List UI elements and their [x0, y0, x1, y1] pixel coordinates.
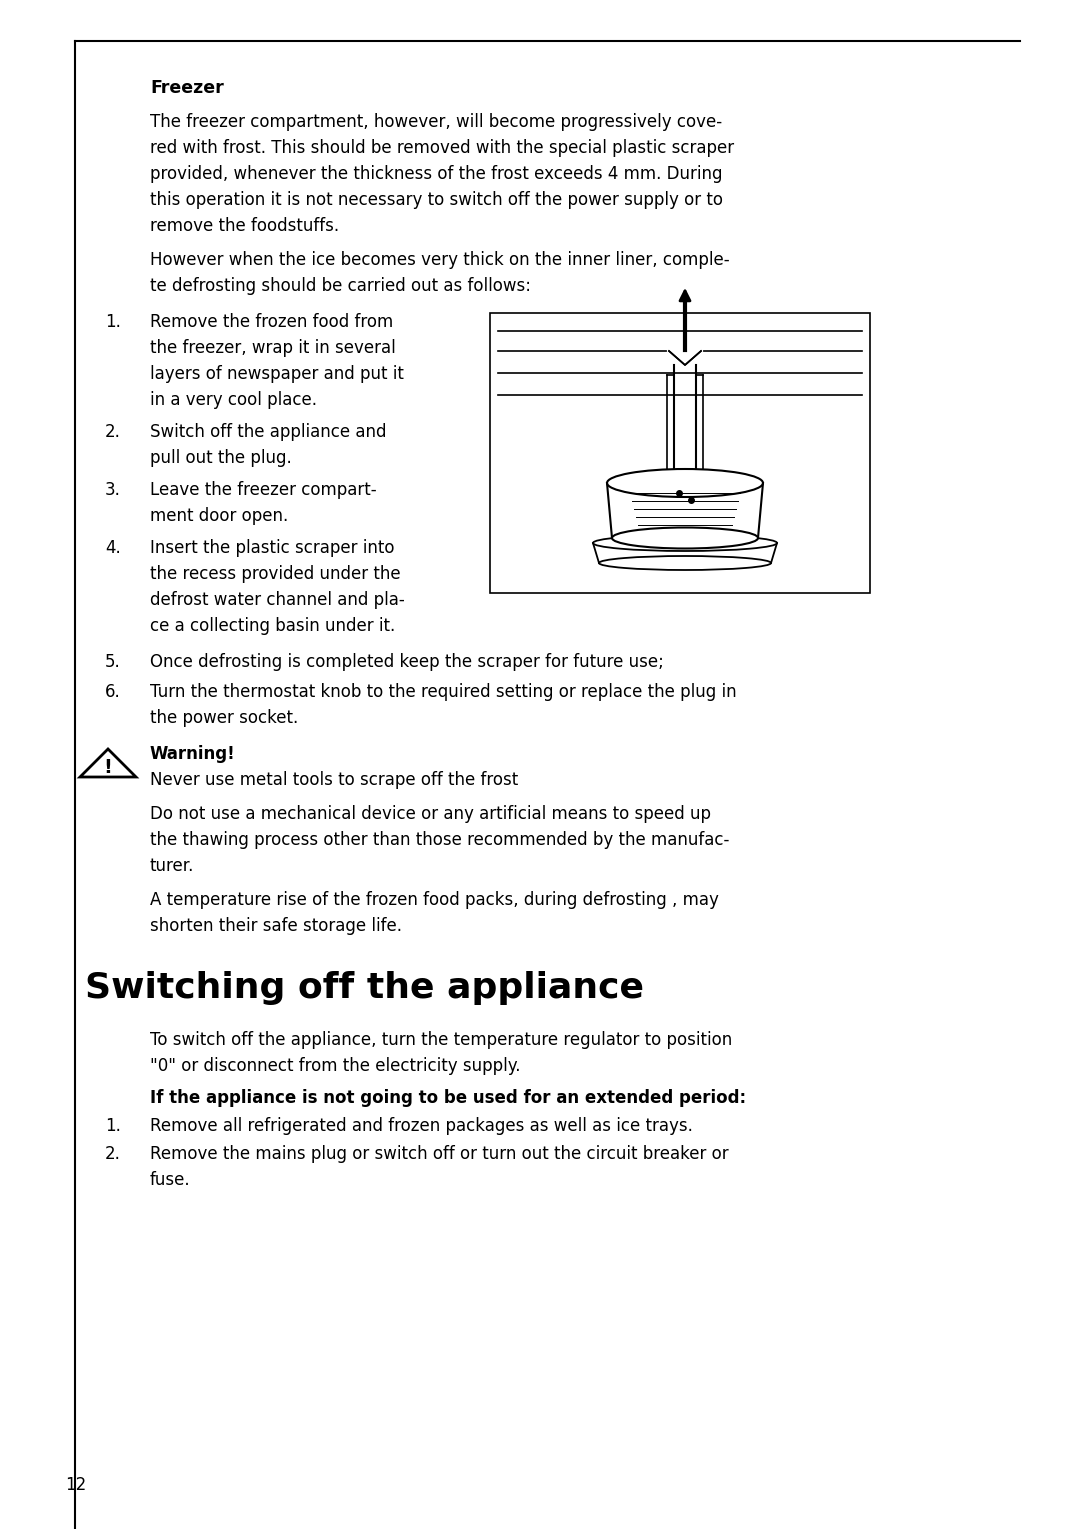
Text: Freezer: Freezer: [150, 80, 224, 96]
Text: the freezer, wrap it in several: the freezer, wrap it in several: [150, 339, 395, 356]
Text: 2.: 2.: [105, 1145, 121, 1164]
Text: Leave the freezer compart-: Leave the freezer compart-: [150, 482, 377, 498]
Text: pull out the plug.: pull out the plug.: [150, 450, 292, 466]
Text: te defrosting should be carried out as follows:: te defrosting should be carried out as f…: [150, 277, 531, 295]
Text: Remove the frozen food from: Remove the frozen food from: [150, 313, 393, 330]
Text: ce a collecting basin under it.: ce a collecting basin under it.: [150, 618, 395, 635]
Text: However when the ice becomes very thick on the inner liner, comple-: However when the ice becomes very thick …: [150, 251, 730, 269]
Text: Once defrosting is completed keep the scraper for future use;: Once defrosting is completed keep the sc…: [150, 653, 664, 671]
Bar: [490, 313, 870, 593]
Text: Warning!: Warning!: [150, 745, 235, 763]
Text: Never use metal tools to scrape off the frost: Never use metal tools to scrape off the …: [150, 771, 518, 789]
Text: Switching off the appliance: Switching off the appliance: [85, 971, 644, 1005]
Text: 6.: 6.: [105, 683, 121, 700]
Text: 1.: 1.: [105, 1118, 121, 1135]
Ellipse shape: [607, 469, 762, 497]
Ellipse shape: [612, 528, 758, 549]
Ellipse shape: [593, 535, 777, 550]
Text: remove the foodstuffs.: remove the foodstuffs.: [150, 217, 339, 235]
Text: 2.: 2.: [105, 424, 121, 440]
Text: Remove all refrigerated and frozen packages as well as ice trays.: Remove all refrigerated and frozen packa…: [150, 1118, 693, 1135]
Text: turer.: turer.: [150, 856, 194, 875]
Text: defrost water channel and pla-: defrost water channel and pla-: [150, 592, 405, 609]
Text: ment door open.: ment door open.: [150, 508, 288, 524]
Text: !: !: [104, 758, 112, 777]
Text: this operation it is not necessary to switch off the power supply or to: this operation it is not necessary to sw…: [150, 191, 723, 209]
Text: shorten their safe storage life.: shorten their safe storage life.: [150, 917, 402, 936]
Text: the recess provided under the: the recess provided under the: [150, 566, 401, 583]
Text: the thawing process other than those recommended by the manufac-: the thawing process other than those rec…: [150, 830, 729, 849]
Text: provided, whenever the thickness of the frost exceeds 4 mm. During: provided, whenever the thickness of the …: [150, 165, 723, 183]
Text: in a very cool place.: in a very cool place.: [150, 391, 318, 408]
Text: 5.: 5.: [105, 653, 121, 671]
Text: A temperature rise of the frozen food packs, during defrosting , may: A temperature rise of the frozen food pa…: [150, 891, 719, 910]
Text: Do not use a mechanical device or any artificial means to speed up: Do not use a mechanical device or any ar…: [150, 804, 711, 823]
Text: 4.: 4.: [105, 540, 121, 557]
Text: The freezer compartment, however, will become progressively cove-: The freezer compartment, however, will b…: [150, 113, 723, 131]
Text: fuse.: fuse.: [150, 1171, 191, 1190]
Text: Remove the mains plug or switch off or turn out the circuit breaker or: Remove the mains plug or switch off or t…: [150, 1145, 729, 1164]
Text: Switch off the appliance and: Switch off the appliance and: [150, 424, 387, 440]
Polygon shape: [80, 749, 136, 777]
Text: red with frost. This should be removed with the special plastic scraper: red with frost. This should be removed w…: [150, 139, 734, 157]
Ellipse shape: [599, 557, 771, 570]
Text: "0" or disconnect from the electricity supply.: "0" or disconnect from the electricity s…: [150, 1057, 521, 1075]
Text: To switch off the appliance, turn the temperature regulator to position: To switch off the appliance, turn the te…: [150, 1031, 732, 1049]
Text: 12: 12: [65, 1475, 86, 1494]
Text: 3.: 3.: [105, 482, 121, 498]
Text: Insert the plastic scraper into: Insert the plastic scraper into: [150, 540, 394, 557]
Text: the power socket.: the power socket.: [150, 709, 298, 726]
Text: Turn the thermostat knob to the required setting or replace the plug in: Turn the thermostat knob to the required…: [150, 683, 737, 700]
Text: 1.: 1.: [105, 313, 121, 330]
Text: If the appliance is not going to be used for an extended period:: If the appliance is not going to be used…: [150, 1089, 746, 1107]
Text: layers of newspaper and put it: layers of newspaper and put it: [150, 365, 404, 382]
